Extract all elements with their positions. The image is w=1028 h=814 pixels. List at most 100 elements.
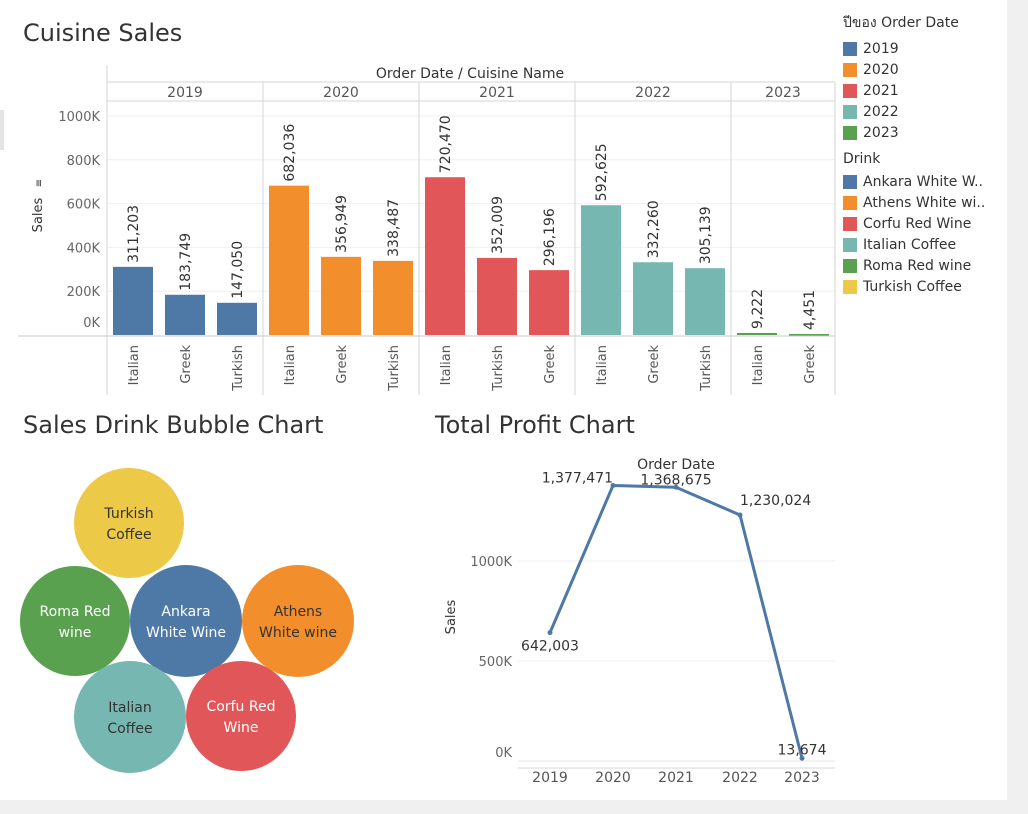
legend-swatch	[843, 279, 857, 294]
bar-value-label: 9,222	[750, 289, 766, 329]
bar[interactable]	[737, 332, 777, 335]
bubble-label: White wine	[259, 625, 337, 641]
bar[interactable]	[425, 177, 465, 335]
legend-label: 2023	[863, 124, 899, 141]
bar[interactable]	[477, 257, 517, 335]
y-tick-label: 600K	[67, 198, 101, 213]
bubble-label: Coffee	[107, 721, 152, 737]
line-chart-header: Order Date	[637, 457, 715, 473]
bar-value-label: 356,949	[334, 195, 350, 253]
drink-legend-item[interactable]: Corfu Red Wine	[843, 213, 1003, 234]
year-legend-item[interactable]: 2021	[843, 80, 1003, 101]
bubble[interactable]	[186, 661, 296, 771]
data-value-label: 1,368,675	[640, 472, 711, 488]
category-label: Greek	[803, 345, 818, 384]
data-value-label: 1,230,024	[740, 493, 811, 509]
bar[interactable]	[789, 334, 829, 336]
x-tick-label: 2020	[595, 770, 631, 786]
bubble-chart-title: Sales Drink Bubble Chart	[23, 411, 324, 439]
bar-value-label: 296,196	[542, 208, 558, 266]
drink-legend-item[interactable]: Turkish Coffee	[843, 276, 1003, 297]
category-label: Greek	[543, 345, 558, 384]
bar[interactable]	[217, 302, 257, 335]
legend-swatch	[843, 258, 857, 273]
x-tick-label: 2019	[532, 770, 568, 786]
category-label: Italian	[127, 345, 142, 385]
legend-label: 2021	[863, 82, 899, 99]
legend-swatch	[843, 41, 857, 56]
bar[interactable]	[529, 270, 569, 335]
legend-label: Athens White wi..	[863, 194, 986, 211]
category-label: Italian	[283, 345, 298, 385]
bubble-label: Coffee	[106, 527, 151, 543]
legend-label: 2022	[863, 103, 899, 120]
bar[interactable]	[685, 268, 725, 335]
bar[interactable]	[373, 260, 413, 335]
data-point[interactable]	[799, 755, 805, 761]
y-tick-label: 500K	[479, 655, 513, 670]
bubble[interactable]	[20, 566, 130, 676]
sort-icon: ≡	[34, 179, 45, 187]
panel-edge	[0, 110, 4, 150]
bar-value-label: 592,625	[594, 143, 610, 201]
bar-value-label: 338,487	[386, 199, 402, 257]
bubble-label: Roma Red	[40, 604, 111, 620]
bubble[interactable]	[130, 565, 242, 677]
bar-value-label: 311,203	[126, 205, 142, 263]
bar[interactable]	[165, 294, 205, 335]
year-legend-title: ปีของ Order Date	[843, 15, 959, 31]
legend-swatch	[843, 195, 857, 210]
drink-legend-item[interactable]: Athens White wi..	[843, 192, 1003, 213]
legend-swatch	[843, 174, 857, 189]
legend-swatch	[843, 216, 857, 231]
drink-legend-item[interactable]: Ankara White W..	[843, 171, 1003, 192]
bar[interactable]	[581, 205, 621, 335]
y-axis-label: Sales	[444, 599, 459, 634]
sales-drink-bubble-chart[interactable]: Turkish Coffee Roma Red wine Ankara White Win…	[0, 450, 410, 790]
year-legend-item[interactable]: 2023	[843, 122, 1003, 143]
year-legend-item[interactable]: 2020	[843, 59, 1003, 80]
bar[interactable]	[633, 262, 673, 335]
bubble[interactable]	[242, 565, 354, 677]
legend-label: Corfu Red Wine	[863, 215, 972, 232]
dashboard: Cuisine Sales Order Date / Cuisine Name 2…	[0, 0, 1007, 800]
data-point[interactable]	[673, 484, 679, 490]
year-header-label: 2020	[323, 85, 359, 101]
year-header-label: 2023	[765, 85, 801, 101]
year-legend-item[interactable]: 2022	[843, 101, 1003, 122]
bubble-label: Athens	[274, 604, 322, 620]
year-legend-item[interactable]: 2019	[843, 38, 1003, 59]
x-tick-label: 2021	[658, 770, 694, 786]
bubble-label: wine	[59, 625, 92, 641]
bar-value-label: 352,009	[490, 196, 506, 254]
category-label: Italian	[595, 345, 610, 385]
bubble-label: Italian	[108, 700, 151, 716]
bar[interactable]	[269, 185, 309, 335]
bar[interactable]	[113, 266, 153, 335]
category-label: Turkish	[231, 345, 246, 392]
y-tick-label: 200K	[67, 285, 101, 300]
cuisine-sales-title: Cuisine Sales	[23, 19, 183, 47]
bubble-label: Wine	[224, 720, 259, 736]
year-legend: 2019 2020 2021 2022 2023	[843, 38, 1003, 143]
data-point[interactable]	[547, 630, 553, 636]
bar[interactable]	[321, 256, 361, 335]
bar-value-label: 682,036	[282, 124, 298, 182]
bubble-label: Corfu Red	[207, 699, 276, 715]
data-point[interactable]	[737, 512, 743, 518]
drink-legend-item[interactable]: Italian Coffee	[843, 234, 1003, 255]
bar-value-label: 183,749	[178, 233, 194, 291]
drink-legend-item[interactable]: Roma Red wine	[843, 255, 1003, 276]
legend-swatch	[843, 104, 857, 119]
bubble-label: Turkish	[103, 506, 153, 522]
total-profit-line-chart[interactable]: Order Date 0K 500K 1000K Sales 2019 2020 2021 20…	[430, 450, 850, 795]
category-label: Turkish	[699, 345, 714, 392]
data-point[interactable]	[610, 483, 616, 489]
bubble[interactable]	[74, 661, 186, 773]
profit-series-line	[548, 484, 804, 759]
category-label: Italian	[751, 345, 766, 385]
bubble[interactable]	[74, 468, 184, 578]
cuisine-sales-bar-chart[interactable]: Order Date / Cuisine Name 2019 2020 2021 202…	[0, 55, 840, 400]
y-tick-label: 400K	[67, 241, 101, 256]
category-label: Turkish	[387, 345, 402, 392]
